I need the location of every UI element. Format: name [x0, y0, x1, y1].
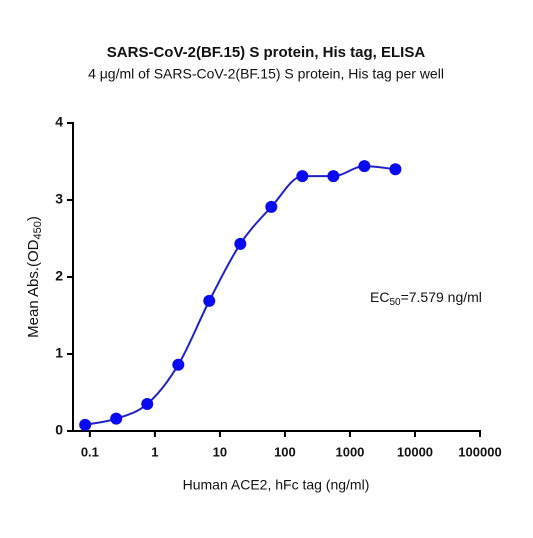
fit-curve: [84, 165, 396, 426]
x-tick-label: 1000: [335, 444, 364, 459]
y-label-subscript: 450: [32, 221, 44, 239]
data-point: [79, 418, 92, 431]
data-point: [265, 200, 278, 213]
data-point: [358, 160, 371, 173]
y-tick-label: 3: [55, 191, 63, 207]
y-axis-label: Mean Abs.(OD450): [25, 216, 44, 338]
y-tick-label: 0: [55, 422, 63, 438]
chart-title: SARS-CoV-2(BF.15) S protein, His tag, EL…: [107, 44, 426, 61]
data-point: [172, 358, 185, 371]
chart-subtitle: 4 μg/ml of SARS-CoV-2(BF.15) S protein, …: [88, 66, 444, 82]
x-tick-label: 10: [213, 444, 227, 459]
annotation-text: EC: [370, 289, 389, 305]
annotation-suffix: =7.579 ng/ml: [401, 289, 482, 305]
y-tick-label: 4: [55, 114, 63, 130]
x-tick-label: 1: [151, 444, 158, 459]
data-point: [203, 294, 216, 307]
y-label-suffix: ): [25, 216, 42, 221]
data-point: [110, 412, 123, 425]
data-point: [234, 237, 247, 250]
x-tick-label: 10000: [397, 444, 433, 459]
annotation-subscript: 50: [389, 297, 401, 308]
data-point: [296, 170, 309, 183]
y-tick-label: 2: [55, 268, 63, 284]
x-tick-label: 0.1: [81, 444, 99, 459]
y-label-text: Mean Abs.(OD: [25, 239, 42, 338]
y-tick-label: 1: [55, 345, 63, 361]
ec50-annotation: EC50=7.579 ng/ml: [370, 289, 482, 308]
data-point: [141, 398, 154, 411]
x-axis-label: Human ACE2, hFc tag (ng/ml): [183, 477, 370, 493]
x-tick-label: 100: [274, 444, 296, 459]
x-tick-label: 100000: [458, 444, 501, 459]
data-point: [327, 170, 340, 183]
data-point: [389, 163, 402, 176]
